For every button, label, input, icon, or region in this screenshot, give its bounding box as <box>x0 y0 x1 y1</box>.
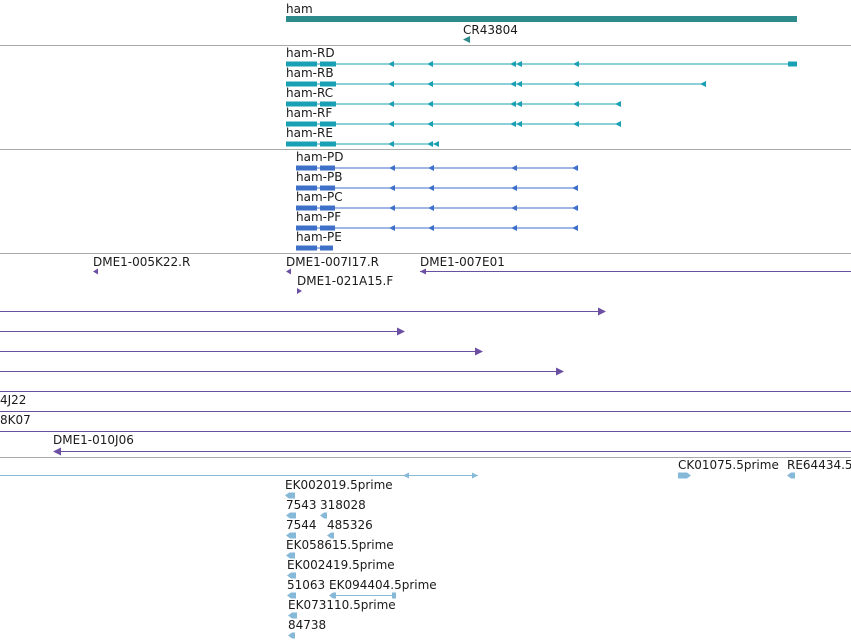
est-label: CK01075.5prime <box>678 458 779 472</box>
est-arrow[interactable] <box>288 632 295 639</box>
transcript-label: ham-RD <box>286 46 335 60</box>
clone-label: DME1-007E01 <box>420 255 505 269</box>
est-arrow[interactable] <box>327 532 334 539</box>
transcript-label: ham-RB <box>286 66 334 80</box>
est-arrow[interactable] <box>288 612 297 619</box>
est-label: EK058615.5prime <box>286 538 394 552</box>
protein-ham-pc[interactable]: ham-PC <box>296 190 578 211</box>
transcript-ham-re[interactable]: ham-RE <box>286 126 439 147</box>
transcript-track: ham-RD ham-RB ham-RC <box>286 46 797 147</box>
clone-feature[interactable] <box>0 327 405 336</box>
protein-label: ham-PB <box>296 170 342 184</box>
est-arrow[interactable] <box>320 512 327 519</box>
est-label: EK094404.5prime <box>329 578 437 592</box>
clone-label: DME1-021A15.F <box>297 274 393 288</box>
est-feature[interactable] <box>0 472 478 479</box>
protein-label: ham-PD <box>296 150 343 164</box>
est-label: EK002419.5prime <box>287 558 395 572</box>
est-arrow[interactable] <box>286 512 296 519</box>
transcript-ham-rf[interactable]: ham-RF <box>286 106 621 127</box>
est-arrow[interactable] <box>287 572 296 579</box>
est-track: CK01075.5prime RE64434.5 EK002019.5prime… <box>0 458 851 639</box>
clone-label: 8K07 <box>0 413 31 427</box>
est-label: 51063 <box>287 578 325 592</box>
clone-label: DME1-010J06 <box>53 433 134 447</box>
transcript-ham-rd[interactable]: ham-RD <box>286 46 797 67</box>
protein-label: ham-PC <box>296 190 343 204</box>
protein-track: ham-PD ham-PB ham-PC <box>296 150 578 251</box>
est-label: 7543 <box>286 498 317 512</box>
transcript-label: ham-RE <box>286 126 333 140</box>
transcript-ham-rb[interactable]: ham-RB <box>286 66 706 87</box>
est-arrow[interactable] <box>678 472 691 479</box>
clone-arrow[interactable] <box>286 268 291 275</box>
est-label: EK073110.5prime <box>288 598 396 612</box>
protein-label: ham-PF <box>296 210 341 224</box>
protein-ham-pe[interactable]: ham-PE <box>296 230 342 251</box>
est-label: EK002019.5prime <box>285 478 393 492</box>
clone-label: DME1-007I17.R <box>286 255 379 269</box>
protein-ham-pd[interactable]: ham-PD <box>296 150 578 171</box>
est-label: 485326 <box>327 518 373 532</box>
clone-feature[interactable] <box>420 268 851 275</box>
transcript-ham-rc[interactable]: ham-RC <box>286 86 621 107</box>
protein-label: ham-PE <box>296 230 342 244</box>
clone-track: DME1-005K22.R DME1-007I17.R DME1-007E01 … <box>0 255 851 456</box>
est-label: 318028 <box>320 498 366 512</box>
clone-arrow[interactable] <box>297 288 302 294</box>
gene-cr43804-arrow[interactable] <box>463 36 470 43</box>
gene-track: ham CR43804 <box>286 2 797 43</box>
gene-label-cr43804: CR43804 <box>463 23 518 37</box>
clone-feature[interactable] <box>53 447 851 456</box>
transcript-label: ham-RC <box>286 86 333 100</box>
clone-feature[interactable] <box>0 307 606 316</box>
est-label: RE64434.5 <box>787 458 851 472</box>
est-arrow[interactable] <box>285 492 295 499</box>
gene-ham-bar[interactable] <box>286 16 797 22</box>
clone-feature[interactable] <box>0 347 483 356</box>
clone-label: DME1-005K22.R <box>93 255 190 269</box>
est-arrow[interactable] <box>787 472 795 479</box>
est-feature[interactable] <box>329 592 396 599</box>
transcript-label: ham-RF <box>286 106 332 120</box>
clone-feature[interactable] <box>0 367 564 376</box>
est-label: 84738 <box>288 618 326 632</box>
est-arrow[interactable] <box>286 532 296 539</box>
est-label: 7544 <box>286 518 317 532</box>
clone-arrow[interactable] <box>93 268 98 275</box>
est-arrow[interactable] <box>287 592 296 599</box>
protein-ham-pf[interactable]: ham-PF <box>296 210 578 231</box>
est-arrow[interactable] <box>286 552 295 559</box>
protein-ham-pb[interactable]: ham-PB <box>296 170 578 191</box>
clone-label: 4J22 <box>0 393 26 407</box>
gene-label-ham: ham <box>286 2 313 16</box>
